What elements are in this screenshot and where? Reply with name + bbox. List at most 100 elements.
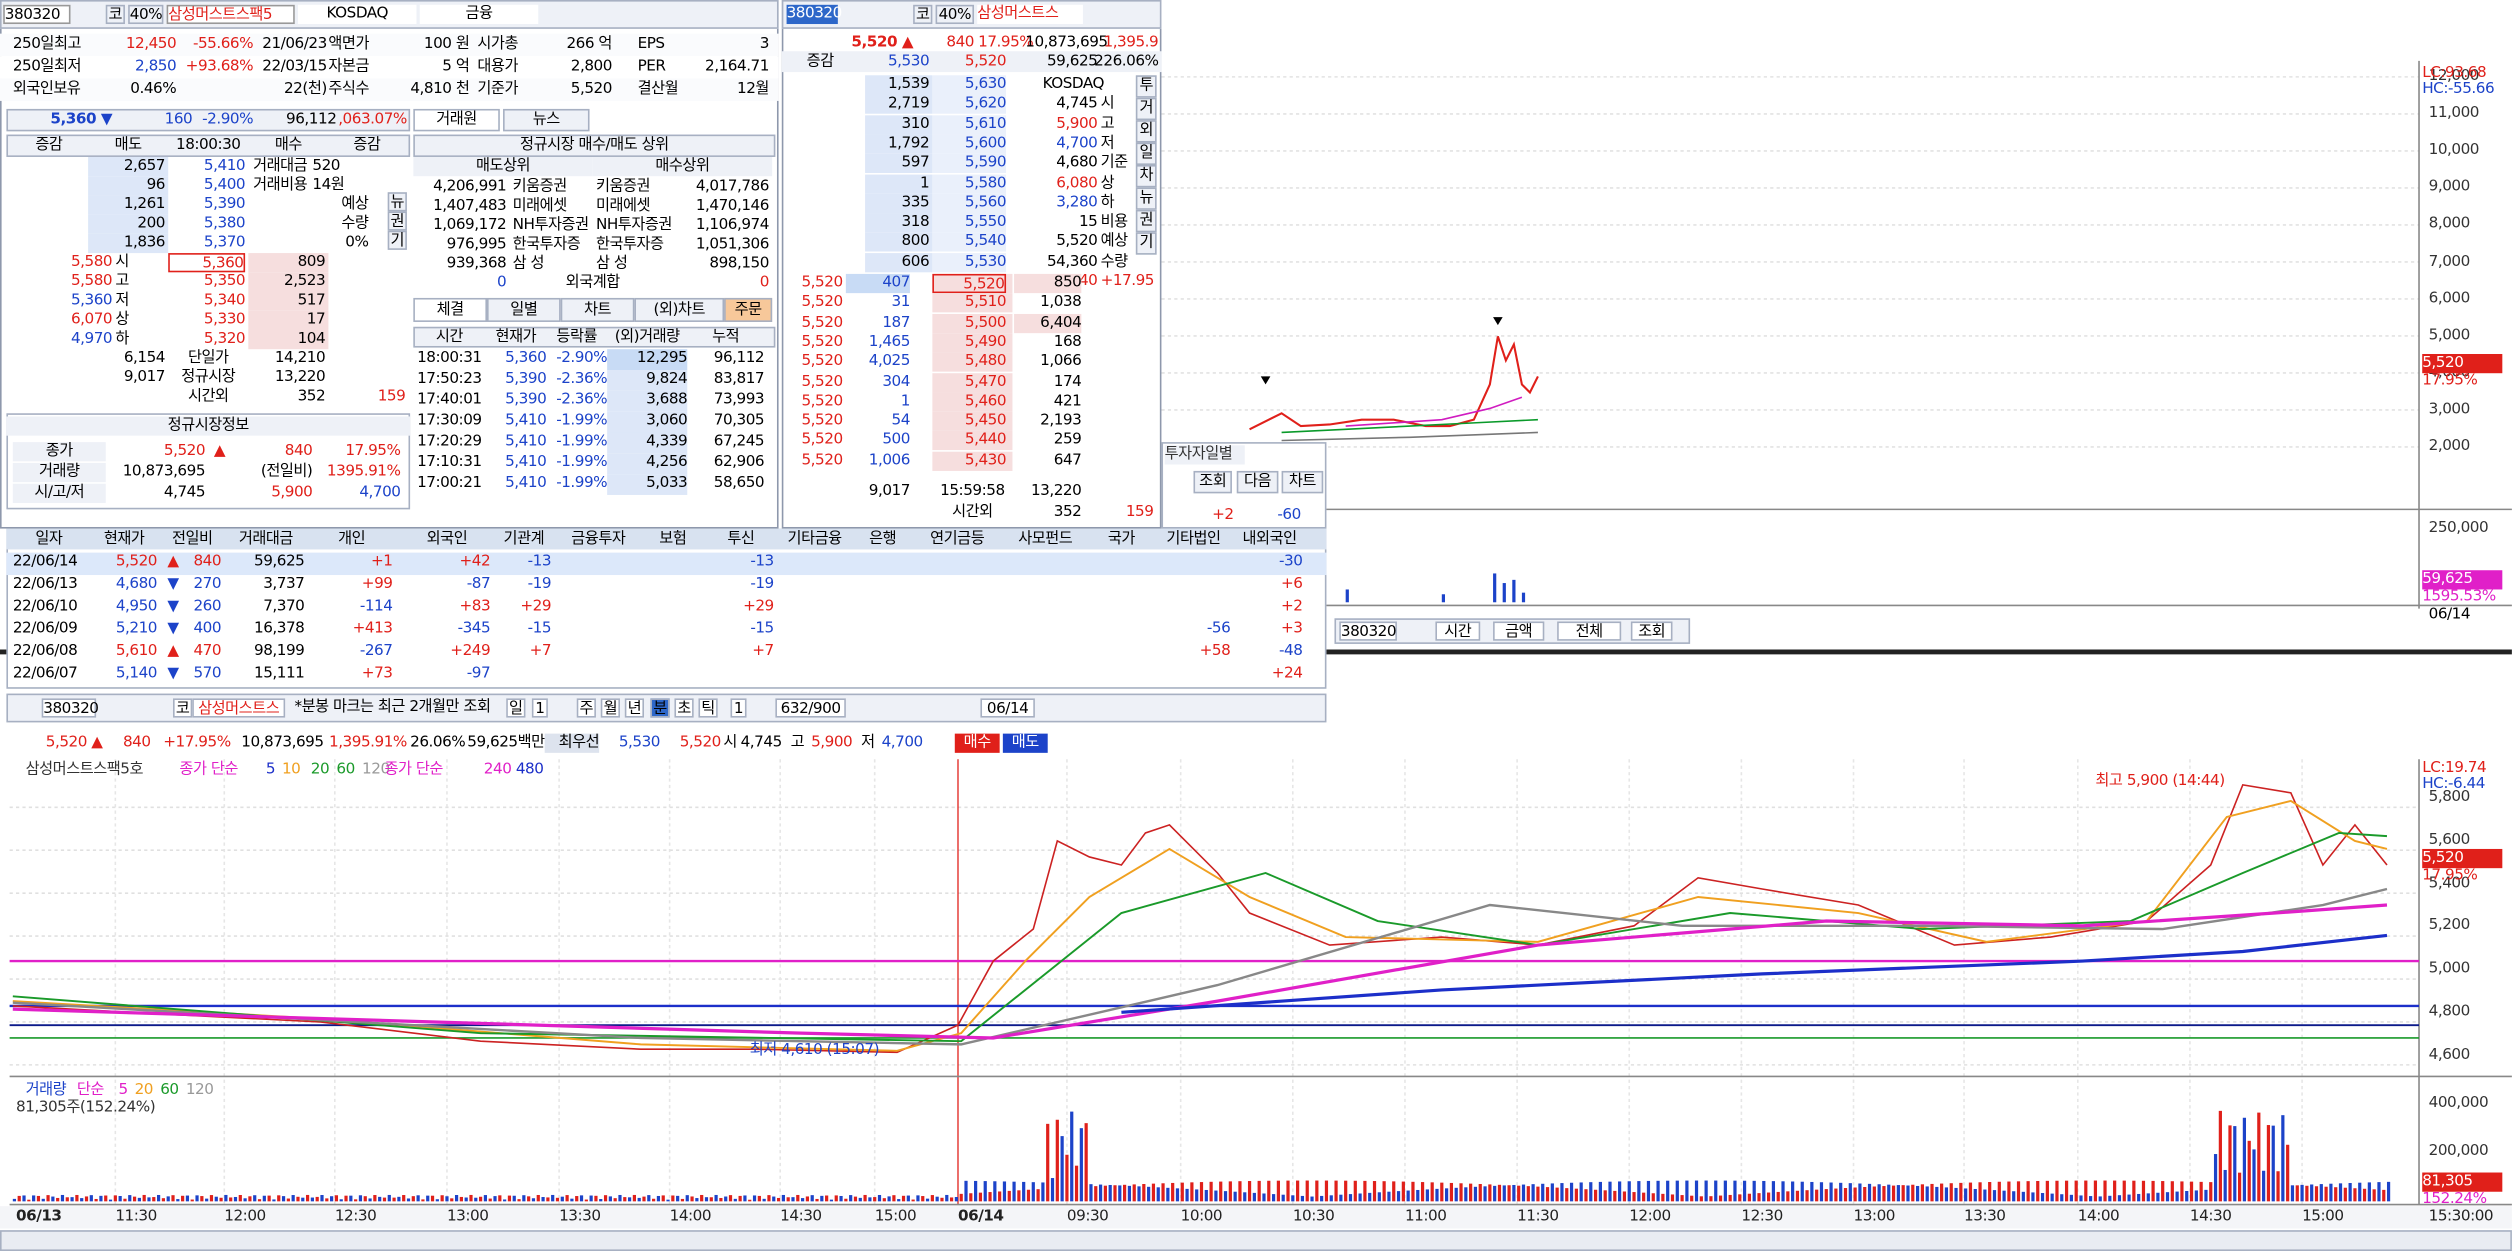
legend-item: 240 [483,760,512,779]
cell-text: 내외국인 [1242,530,1298,548]
cell-text: 4,700 [881,733,924,752]
button[interactable]: 거 [1135,97,1157,121]
toolbar-field[interactable]: 월 [600,698,620,718]
button[interactable]: 조회 [1193,470,1232,494]
volume-bar [877,1194,882,1202]
tab[interactable]: 투자자일별 [1164,445,1245,465]
toolbar-field[interactable]: 틱 [698,698,718,718]
volume-bar [1267,1180,1271,1202]
price-line [1249,336,1539,431]
volume-bar [378,1196,382,1202]
volume-bar [161,1198,166,1202]
volume-bar [882,1198,886,1202]
button[interactable]: 차 [1135,164,1157,188]
volume-bar [84,1196,89,1202]
toolbar-field[interactable]: 코 [173,698,193,718]
volume-bar [829,1199,834,1202]
button[interactable]: 뉴 [1135,187,1157,210]
volume-bar [1964,1188,1968,1202]
toolbar-field[interactable]: 조회 [1630,621,1673,641]
tab[interactable]: 거래원 [413,108,500,132]
tab[interactable]: 일별 [487,297,561,322]
button[interactable]: 기 [387,230,407,250]
toolbar-field[interactable]: 분 [650,698,670,718]
volume-bar [978,1192,983,1202]
toolbar-field[interactable]: 삼성머스트스 [192,698,286,718]
tab[interactable]: (외)차트 [634,297,725,322]
cell-text: 7,370 [263,597,305,616]
cell-text: 5,900 [1056,114,1098,133]
cell-text: +17.95 [1100,272,1155,290]
volume-bar [1238,1181,1242,1202]
toolbar-field[interactable]: 380320 [41,698,99,718]
cell-text: 금융 [419,4,539,25]
code-input[interactable]: 380320 [786,4,842,25]
cell-text: 73,993 [713,390,765,409]
toolbar-field[interactable]: 전체 [1557,621,1622,641]
button[interactable]: 매수 [954,733,1000,753]
volume-bar [676,1195,680,1202]
cell-text: 5,410 [505,474,547,492]
toolbar-field[interactable]: 380320 [1339,621,1397,641]
cell-text: PER [637,57,666,76]
legend-item: 거래량 [25,1081,67,1099]
cell-text: -56 [1206,619,1231,638]
tab[interactable]: 뉴스 [503,108,590,132]
volume-bar [964,1180,968,1202]
cell-text: 키움증권 [595,177,651,196]
toolbar-field[interactable]: 1 [531,698,548,718]
button[interactable]: 차트 [1281,470,1324,494]
volume-bar [1992,1190,1997,1202]
volume-bar [853,1196,858,1202]
volume-bar [1565,1188,1569,1202]
toolbar-field[interactable]: 06/14 [980,698,1035,718]
tab[interactable]: 체결 [413,297,488,322]
volume-bar [118,1196,122,1202]
cell-text: 2,164.71 [705,57,769,76]
button[interactable]: 뉴 [387,192,407,212]
button[interactable]: 외 [1135,120,1157,143]
legend-item: 종가 단순 [384,760,443,779]
cell-text: 5,520 ▲ [45,733,103,752]
cell-text: 17.95% [2422,866,2478,885]
cell-bg [932,431,1013,451]
volume-bar [988,1192,992,1202]
volume-bar [906,1195,910,1202]
tab[interactable]: 주문 [724,297,773,322]
toolbar-field[interactable]: 시간 [1435,621,1481,641]
cell-text: 5,900 [811,733,853,752]
volume-bar [253,1195,257,1202]
button[interactable]: 투 [1135,75,1157,98]
toolbar-field[interactable]: 1 [730,698,747,718]
volume-bar [1819,1182,1824,1202]
toolbar-field[interactable]: 일 [506,698,526,718]
cell-text: 5,470 [964,372,1007,391]
y-tick-label: 8,000 [2428,215,2471,233]
button[interactable]: 권 [1135,209,1157,233]
toolbar-field[interactable]: 632/900 [775,698,846,718]
cell-text: 0 [759,273,770,292]
cell-text: HC:-55.66 [2422,80,2495,98]
cell-text: 40% [128,4,164,25]
toolbar-field[interactable]: 년 [624,698,645,718]
button[interactable]: 일 [1135,142,1157,165]
cell-text: ▼ [167,597,179,616]
button[interactable]: 기 [1135,232,1157,255]
button[interactable]: 다음 [1236,470,1279,494]
toolbar-field[interactable]: 초 [674,698,694,718]
tab[interactable]: 차트 [560,297,635,322]
toolbar-field[interactable]: 금액 [1493,621,1545,641]
volume-bar [930,1195,934,1202]
volume-bar [1834,1188,1838,1202]
cell-text: 597 [901,154,930,172]
header-row [6,134,411,157]
volume-bar [1521,592,1526,603]
cell-text: 1,006 [868,451,911,469]
code-input[interactable]: 380320 [3,4,71,24]
volume-bar [464,1197,468,1202]
button[interactable]: 매도 [1002,733,1048,753]
cell-text: 5,530 [618,733,661,752]
button[interactable]: 권 [387,211,407,231]
toolbar-field[interactable]: 주 [576,698,596,718]
